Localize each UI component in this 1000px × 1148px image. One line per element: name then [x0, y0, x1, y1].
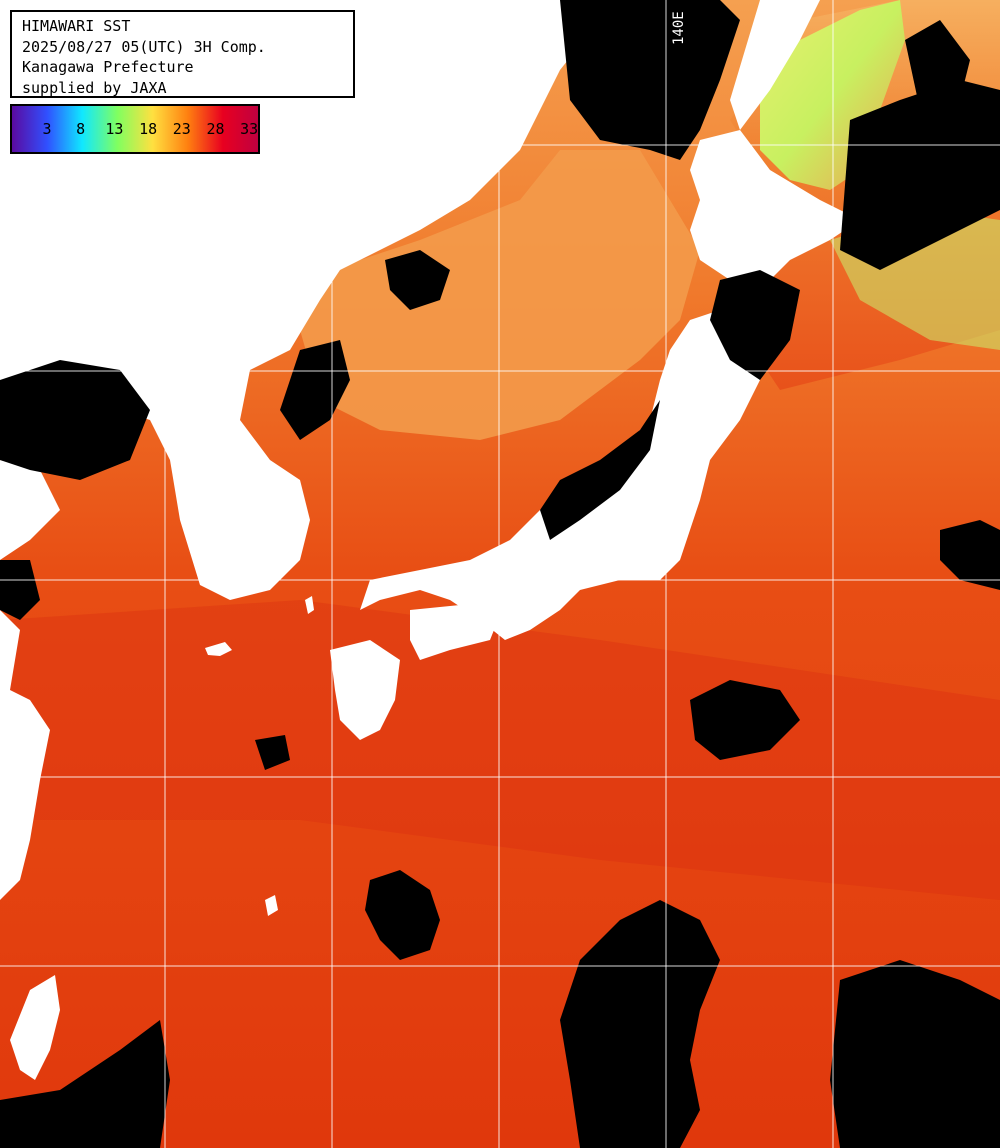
cloud-south-1 — [365, 870, 440, 960]
shikoku — [410, 605, 500, 660]
china-coast-south — [0, 610, 50, 900]
kyushu — [330, 640, 400, 740]
colorbar-tick: 18 — [139, 120, 158, 138]
jeju-island — [205, 642, 232, 656]
cloud-honshu-west — [540, 400, 660, 540]
title-line-prefecture: Kanagawa Prefecture — [22, 58, 194, 76]
title-line-datetime: 2025/08/27 05(UTC) 3H Comp. — [22, 37, 266, 56]
china-coast — [0, 460, 60, 560]
grid-label-40n: 40N — [6, 355, 31, 371]
cloud-manchuria — [560, 0, 740, 160]
sea-of-japan-north — [300, 150, 700, 440]
hokkaido — [690, 130, 860, 290]
cloud-primorye — [840, 80, 1000, 270]
cloud-china-west — [0, 560, 40, 620]
cloud-east-china-sea — [255, 735, 290, 770]
taiwan — [10, 975, 60, 1080]
okinawa — [265, 895, 278, 916]
title-box: HIMAWARI SST 2025/08/27 05(UTC) 3H Comp.… — [10, 10, 355, 98]
sst-colorbar: 3 8 13 18 23 28 33 — [10, 104, 260, 154]
grid-label-30n: 30N — [6, 761, 31, 777]
cloud-north-china — [0, 360, 150, 480]
colorbar-tick: 13 — [105, 120, 124, 138]
colorbar-tick: 8 — [76, 120, 86, 138]
kuroshio-dark-band — [0, 600, 1000, 900]
colorbar-tick: 33 — [240, 120, 259, 138]
cloud-pacific-east — [940, 520, 1000, 590]
sakhalin — [730, 0, 820, 130]
cloud-sakhalin-east — [905, 20, 970, 110]
cloud-sea-of-japan — [385, 250, 450, 310]
title-line-supplier: supplied by JAXA — [22, 78, 167, 97]
colorbar-tick: 28 — [206, 120, 225, 138]
colorbar-tick: 3 — [42, 120, 52, 138]
grid-label-140e: 140E — [671, 11, 687, 45]
cloud-southwest — [0, 1020, 170, 1148]
title-line-product: HIMAWARI SST — [22, 17, 131, 35]
cloud-south-2 — [560, 900, 720, 1148]
cloud-tohoku — [710, 270, 800, 380]
cloud-pacific-mid — [690, 680, 800, 760]
honshu — [360, 310, 760, 640]
colorbar-tick: 23 — [172, 120, 191, 138]
tsushima — [305, 596, 314, 614]
cloud-southeast — [830, 960, 1000, 1148]
colorbar-ticks: 3 8 13 18 23 28 33 — [12, 106, 258, 152]
